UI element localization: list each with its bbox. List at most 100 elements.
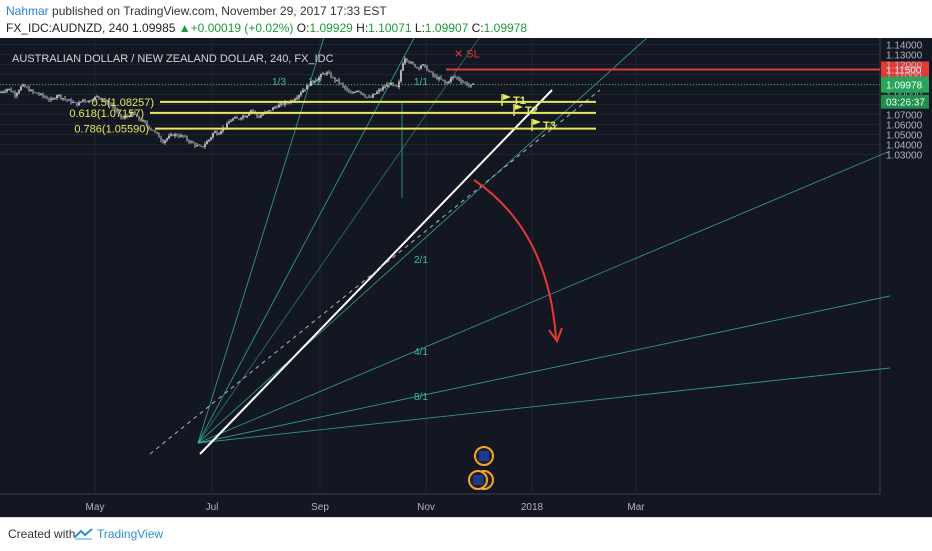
current-price-label: 1.09978 — [886, 81, 923, 92]
tradingview-link[interactable]: TradingView — [97, 527, 164, 541]
candle-body — [6, 89, 8, 92]
candle-body — [250, 110, 252, 113]
candle-body — [350, 92, 352, 94]
candle-body — [26, 87, 28, 89]
candle-body — [74, 102, 76, 104]
open-value: 1.09929 — [309, 21, 353, 35]
candle-body — [354, 92, 356, 94]
fan-label-3: 2/1 — [414, 255, 428, 266]
author-link[interactable]: Nahmar — [6, 4, 49, 18]
candle-body — [346, 88, 348, 90]
fan-line-4-1 — [197, 295, 891, 444]
candle-body — [392, 82, 394, 85]
fan-label-4: 4/1 — [414, 347, 428, 358]
candle-body — [230, 120, 232, 122]
candle-body — [402, 63, 404, 71]
candle-body — [444, 80, 446, 83]
stop-loss-level[interactable]: ✕ SL 1.11500 — [446, 49, 929, 78]
candle-body — [128, 116, 130, 118]
candle-body — [450, 78, 452, 82]
candle-body — [18, 90, 20, 94]
candle-body — [220, 130, 222, 134]
candle-body — [30, 90, 32, 92]
trend-line[interactable] — [199, 89, 553, 455]
candle-body — [24, 84, 26, 88]
candle-body — [14, 92, 16, 96]
fan-line-extra — [197, 38, 480, 444]
candle-body — [422, 64, 424, 66]
candle-body — [396, 85, 398, 88]
candle-body — [438, 77, 440, 80]
symbol-label: FX_IDC:AUDNZD, 240 — [6, 21, 129, 35]
chart-background — [0, 38, 932, 517]
candle-body — [72, 102, 74, 104]
last-price: 1.09985 — [132, 21, 176, 35]
projection-arrow[interactable] — [473, 179, 557, 339]
candle-body — [56, 95, 58, 99]
candle-body — [0, 92, 2, 94]
fan-line-8-1 — [197, 367, 891, 444]
candle-body — [66, 99, 68, 101]
candle-body — [132, 111, 134, 113]
high-label: H: — [356, 21, 369, 35]
candle-body — [440, 77, 442, 80]
candle-body — [172, 134, 174, 136]
candle-body — [208, 139, 210, 142]
countdown-badge — [881, 94, 929, 109]
candle-body — [388, 84, 390, 86]
target-label-2: T3 — [543, 120, 556, 132]
candle-body — [8, 88, 10, 90]
candle-body — [130, 112, 132, 117]
candle-body — [312, 81, 314, 83]
candle-body — [448, 81, 450, 83]
candle-body — [446, 82, 448, 84]
candle-body — [408, 60, 410, 63]
y-tick-label: 1.14000 — [886, 41, 923, 52]
candle-body — [32, 90, 34, 93]
candle-body — [98, 96, 100, 98]
price-chart[interactable]: 1/3 1/2 1/12/14/18/1 0.5(1.08257)0.618(1.0… — [0, 38, 932, 517]
candle-body — [466, 82, 468, 86]
candle-body — [2, 91, 4, 93]
trend-channel-dashed[interactable] — [149, 89, 601, 455]
publish-header: Nahmar published on TradingView.com, Nov… — [0, 0, 932, 38]
current-price-marker: 1.09978 03:26:37 — [0, 76, 929, 109]
candle-body — [126, 116, 128, 118]
candle-body — [140, 119, 142, 122]
candle-body — [16, 93, 18, 96]
candle-body — [42, 93, 44, 97]
flag-icon — [503, 94, 511, 100]
candle-body — [96, 96, 98, 98]
candle-body — [414, 64, 416, 68]
candle-body — [198, 145, 200, 147]
candle-body — [50, 98, 52, 100]
x-tick-label: Nov — [417, 502, 435, 513]
candle-body — [118, 112, 120, 114]
candle-body — [226, 123, 228, 128]
footer-bar: Created with TradingView — [0, 517, 932, 551]
candle-body — [196, 145, 198, 147]
candle-body — [44, 96, 46, 98]
candle-body — [306, 85, 308, 90]
candle-body — [136, 114, 138, 116]
candle-body — [304, 89, 306, 91]
fibonacci-levels[interactable]: 0.5(1.08257)0.618(1.07157) 0.786(1.05590) — [69, 97, 596, 136]
event-icons[interactable] — [468, 446, 494, 490]
created-with-label: Created with — [8, 527, 76, 541]
tradingview-logo-icon — [74, 528, 93, 540]
candle-body — [202, 146, 204, 148]
fib-label-1: 0.618(1.07157) — [69, 108, 144, 120]
candle-body — [170, 134, 172, 136]
candle-body — [182, 135, 184, 137]
countdown-label: 03:26:37 — [886, 98, 925, 109]
low-value: 1.09907 — [424, 21, 469, 35]
candle-body — [328, 72, 330, 74]
candle-body — [116, 109, 118, 113]
price-axis-panel[interactable] — [880, 38, 932, 517]
y-tick-label: 1.11000 — [886, 71, 922, 82]
high-value: 1.10071 — [368, 21, 412, 35]
candle-body — [318, 77, 320, 81]
candle-body — [246, 115, 248, 118]
candle-body — [334, 77, 336, 81]
